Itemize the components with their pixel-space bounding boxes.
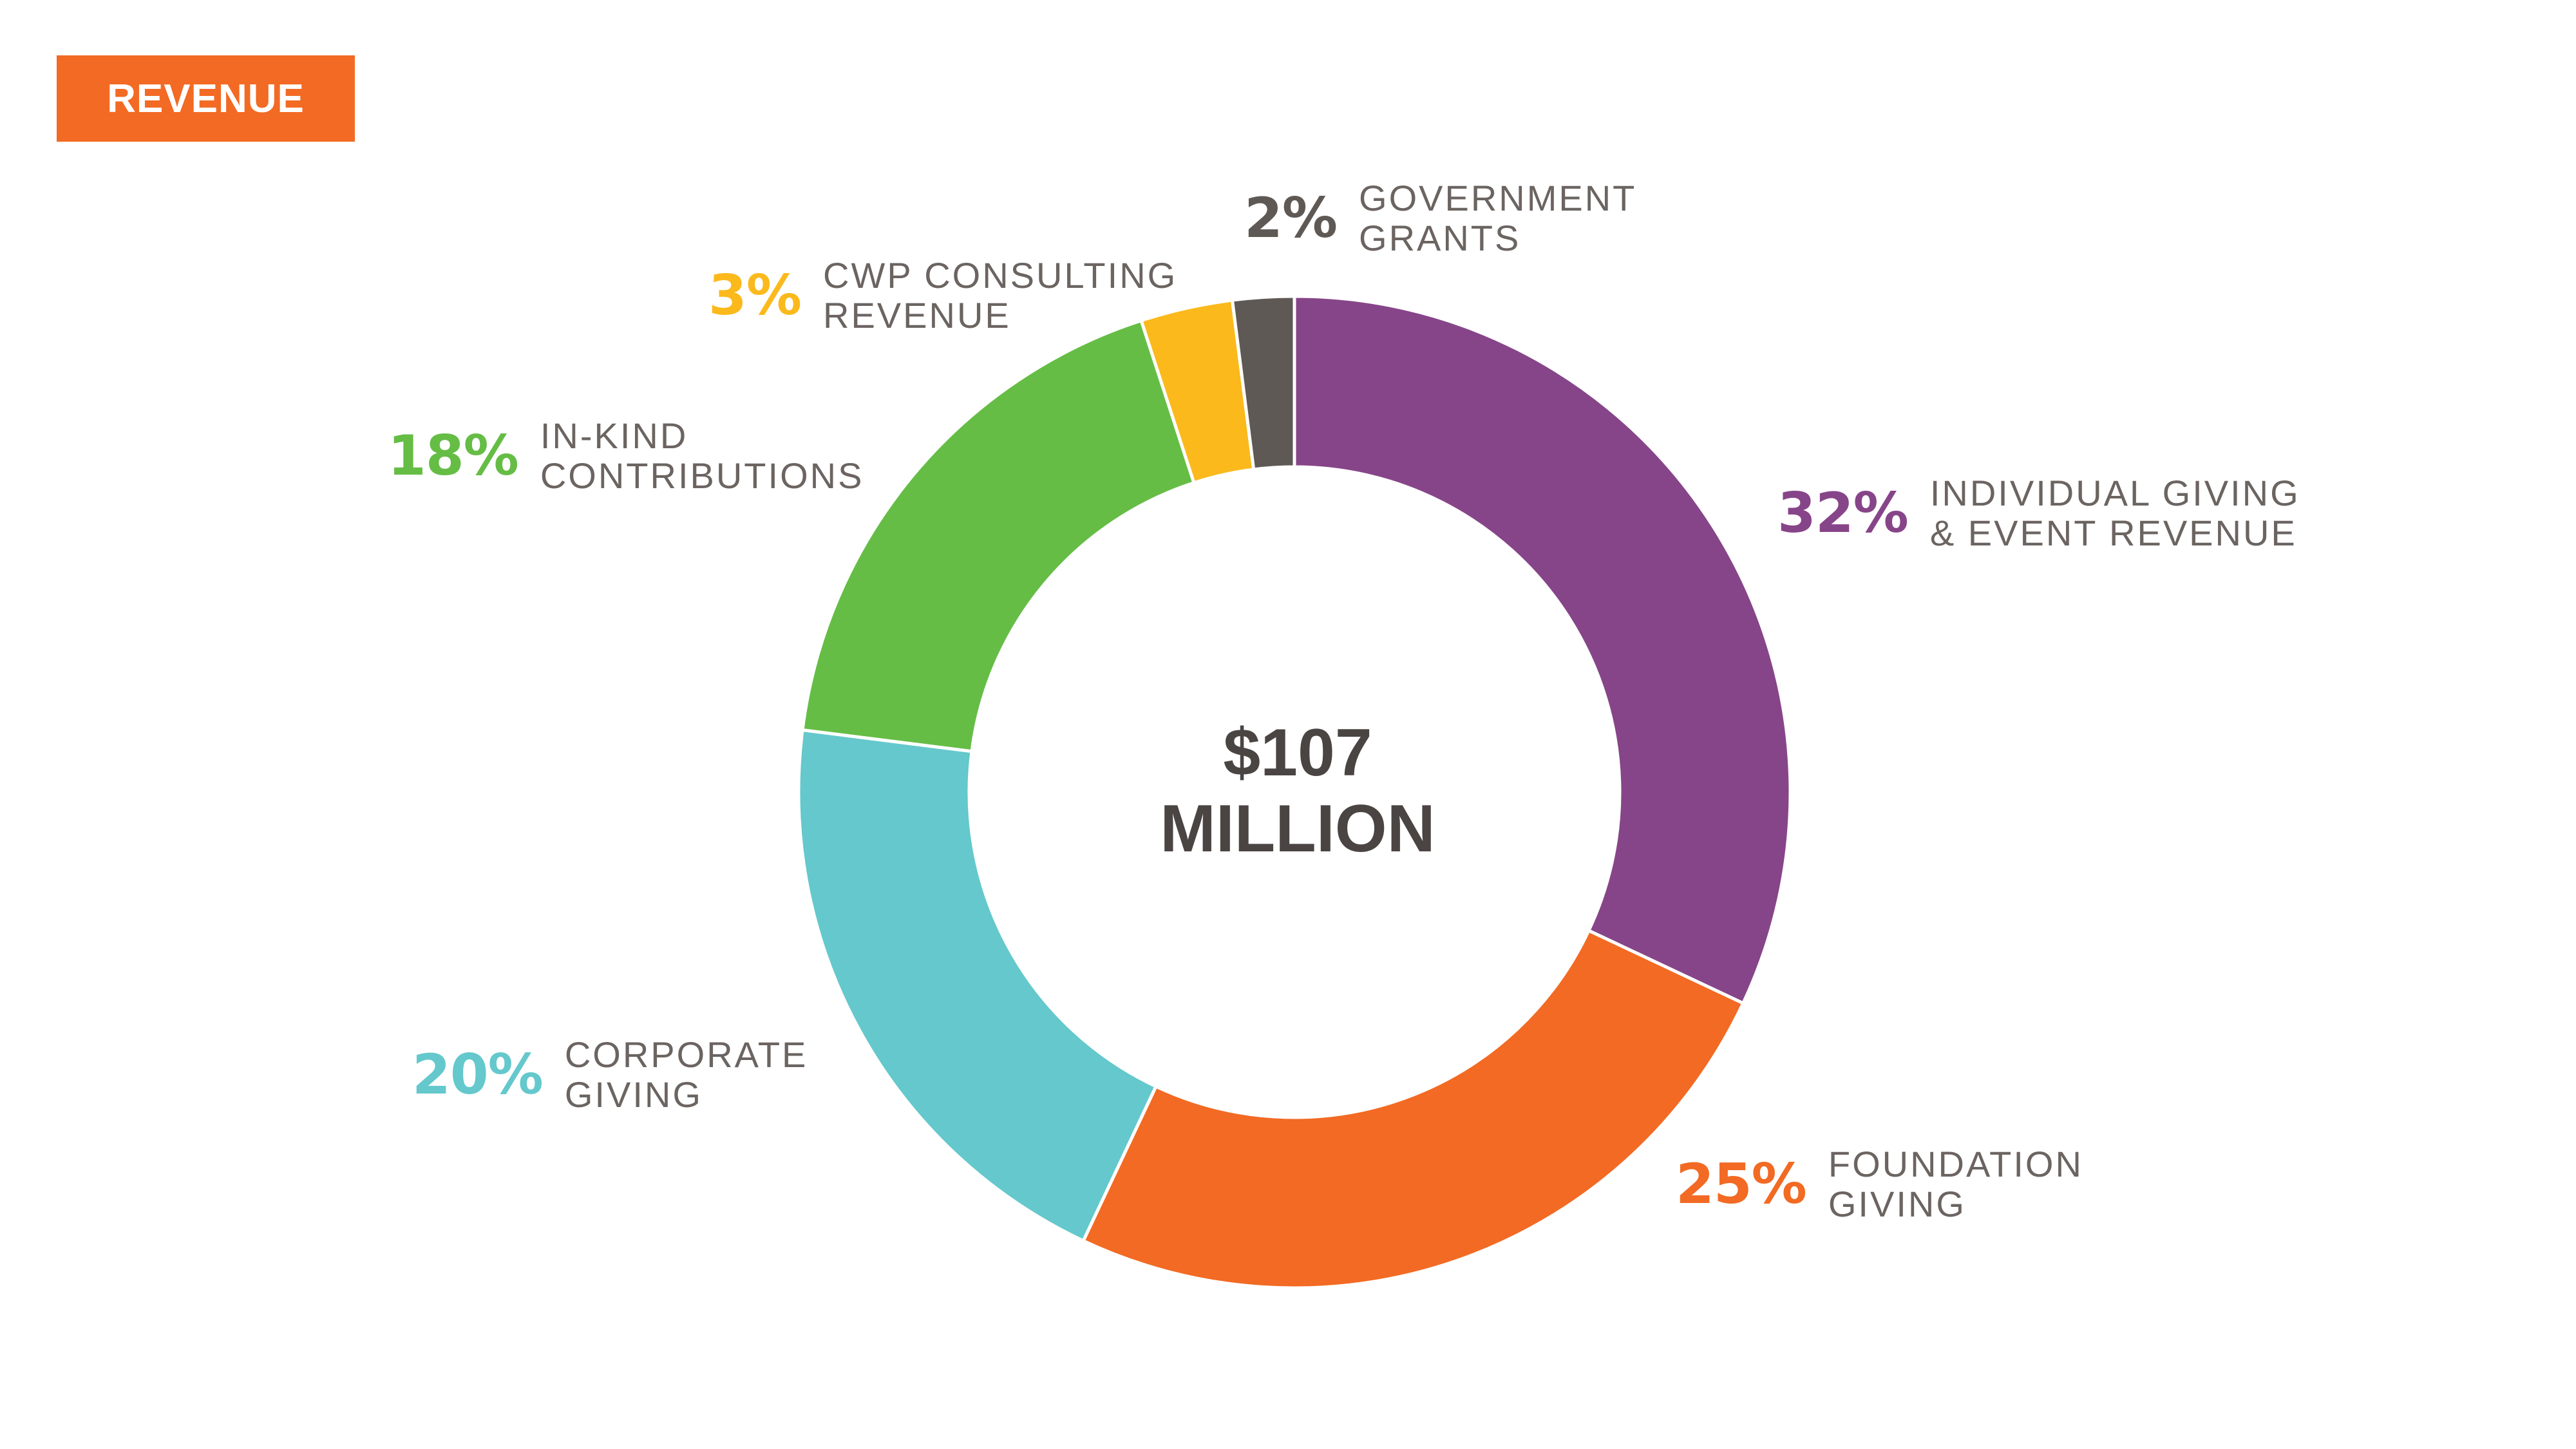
slice-name-label: FOUNDATION GIVING xyxy=(1828,1144,2083,1224)
slice-name-label: CORPORATE GIVING xyxy=(564,1034,808,1115)
slice-pct-label: 25% xyxy=(1676,1152,1807,1217)
slice-pct-label: 32% xyxy=(1777,481,1909,545)
slice-name-label: INDIVIDUAL GIVING & EVENT REVENUE xyxy=(1929,473,2300,553)
slice-foundation-giving xyxy=(1081,928,1746,1290)
slice-individual-giving-event-revenue xyxy=(1293,294,1792,1006)
slice-pct-label: 2% xyxy=(1244,186,1338,251)
total-label: $107 MILLION xyxy=(1095,715,1501,867)
slice-name-label: GOVERNMENT GRANTS xyxy=(1359,178,1637,258)
slice-name-label: CWP CONSULTING REVENUE xyxy=(823,255,1178,336)
total-unit: MILLION xyxy=(1160,791,1435,866)
legend-government-grants: 2% GOVERNMENT GRANTS xyxy=(1244,178,1636,258)
legend-in-kind: 18% IN-KIND CONTRIBUTIONS xyxy=(388,416,864,496)
slice-in-kind-contributions xyxy=(800,318,1197,753)
slice-pct-label: 18% xyxy=(388,424,519,488)
slice-corporate-giving xyxy=(797,728,1159,1244)
slice-name-label: IN-KIND CONTRIBUTIONS xyxy=(540,415,864,496)
slice-pct-label: 3% xyxy=(708,263,802,328)
revenue-badge: REVENUE xyxy=(57,55,355,142)
legend-foundation-giving: 25% FOUNDATION GIVING xyxy=(1676,1144,2083,1224)
slice-government-grants xyxy=(1230,294,1296,471)
legend-cwp-consulting: 3% CWP CONSULTING REVENUE xyxy=(708,256,1177,336)
slice-pct-label: 20% xyxy=(412,1043,544,1107)
legend-corporate-giving: 20% CORPORATE GIVING xyxy=(412,1035,808,1115)
legend-individual-giving: 32% INDIVIDUAL GIVING & EVENT REVENUE xyxy=(1777,473,2300,553)
total-amount: $107 xyxy=(1223,715,1372,790)
